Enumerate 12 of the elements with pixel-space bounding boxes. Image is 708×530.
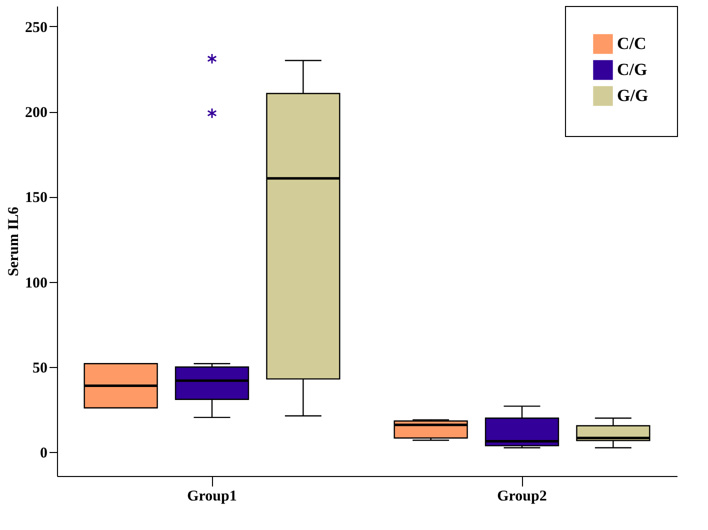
x-tick-label: Group2 [497,488,547,504]
y-tick-label: 50 [32,360,48,377]
y-tick-label: 200 [25,105,48,122]
legend-label: C/C [617,34,646,53]
y-tick-label: 100 [25,275,48,292]
x-tick-label: Group1 [187,488,237,504]
legend-label: C/G [617,60,648,79]
y-tick-label: 150 [25,190,48,206]
legend-label: G/G [617,86,648,105]
y-tick-label: 0 [40,446,48,462]
y-axis-title: Serum IL6 [6,206,22,276]
y-tick-label: 250 [25,20,48,36]
